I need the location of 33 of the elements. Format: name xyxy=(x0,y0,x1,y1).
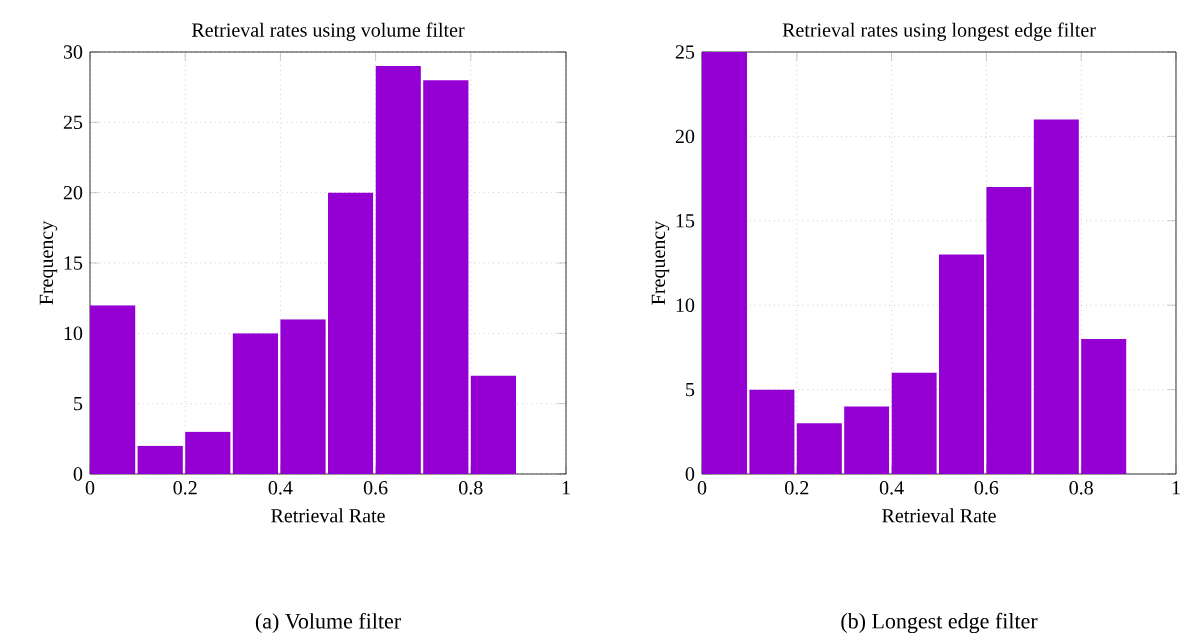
y-tick-label: 30 xyxy=(63,45,83,59)
y-tick-label: 0 xyxy=(685,467,695,481)
x-tick-label: 0.4 xyxy=(268,481,293,495)
y-tick-label: 25 xyxy=(63,115,83,130)
y-tick-label: 0 xyxy=(73,467,83,481)
y-tick-label: 10 xyxy=(676,298,695,312)
x-tick-label: 0.6 xyxy=(363,481,388,495)
y-tick-label: 20 xyxy=(675,129,695,144)
y-tick-label: 20 xyxy=(63,185,83,200)
y-tick-label: 15 xyxy=(64,256,83,270)
x-tick-label: 0.2 xyxy=(173,481,197,495)
y-axis-title: Frequency xyxy=(651,220,670,305)
chart-title: Retrieval rates using longest edge filter xyxy=(782,22,1096,41)
x-tick-label: 1 xyxy=(1172,481,1180,495)
x-axis-title: Retrieval Rate xyxy=(271,508,385,523)
x-tick-label: 1 xyxy=(562,481,570,495)
y-axis-title: Frequency xyxy=(39,220,58,305)
x-tick-label: 0.8 xyxy=(459,481,483,495)
x-tick-label: 0.8 xyxy=(1069,481,1093,495)
y-tick-label: 25 xyxy=(675,45,695,59)
y-tick-label: 5 xyxy=(686,382,695,397)
y-tick-label: 15 xyxy=(676,214,695,228)
x-axis-title: Retrieval Rate xyxy=(882,508,996,523)
text: (a) Volume filter xyxy=(255,612,401,634)
x-tick-label: 0.6 xyxy=(974,481,999,495)
chart-title: Retrieval rates using volume filter xyxy=(191,22,465,41)
x-tick-label: 0 xyxy=(697,481,707,495)
x-tick-label: 0 xyxy=(85,481,95,495)
x-tick-label: 0.4 xyxy=(879,481,904,495)
y-tick-label: 10 xyxy=(64,326,83,341)
y-tick-label: 5 xyxy=(74,397,83,411)
x-tick-label: 0.2 xyxy=(785,481,809,495)
text: (b) Longest edge filter xyxy=(841,612,1038,634)
